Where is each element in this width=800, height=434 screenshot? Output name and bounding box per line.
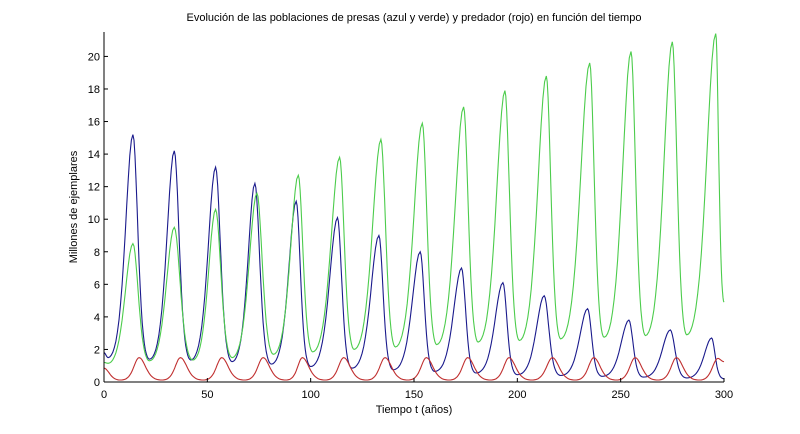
series-line-1 xyxy=(104,33,725,364)
x-tick-label: 150 xyxy=(405,389,423,401)
y-tick-label: 10 xyxy=(88,214,100,226)
y-tick-label: 12 xyxy=(88,182,100,194)
chart-title: Evolución de las poblaciones de presas (… xyxy=(187,12,642,24)
y-tick-label: 2 xyxy=(94,344,100,356)
y-tick-label: 4 xyxy=(94,312,100,324)
ticks-layer: 0 50 100 150 200 250 300 0 2 4 6 8 10 12 14 16 18 20 xyxy=(88,51,733,401)
series-layer xyxy=(103,33,725,381)
y-tick-label: 14 xyxy=(88,149,100,161)
series-line-0 xyxy=(103,134,724,380)
y-tick-label: 20 xyxy=(88,51,100,63)
y-tick-label: 18 xyxy=(88,84,100,96)
y-axis-label: Millones de ejemplares xyxy=(68,150,80,263)
y-tick-label: 6 xyxy=(94,279,100,291)
y-tick-label: 8 xyxy=(94,247,100,259)
series-line-2 xyxy=(103,356,725,381)
y-tick-label: 16 xyxy=(88,117,100,129)
x-tick-label: 250 xyxy=(611,389,629,401)
x-axis-label: Tiempo t (años) xyxy=(376,404,453,416)
x-tick-label: 0 xyxy=(101,389,107,401)
x-tick-label: 50 xyxy=(201,389,213,401)
y-tick-label: 0 xyxy=(94,377,100,389)
x-tick-label: 100 xyxy=(301,389,319,401)
x-tick-label: 200 xyxy=(508,389,526,401)
x-tick-label: 300 xyxy=(715,389,733,401)
